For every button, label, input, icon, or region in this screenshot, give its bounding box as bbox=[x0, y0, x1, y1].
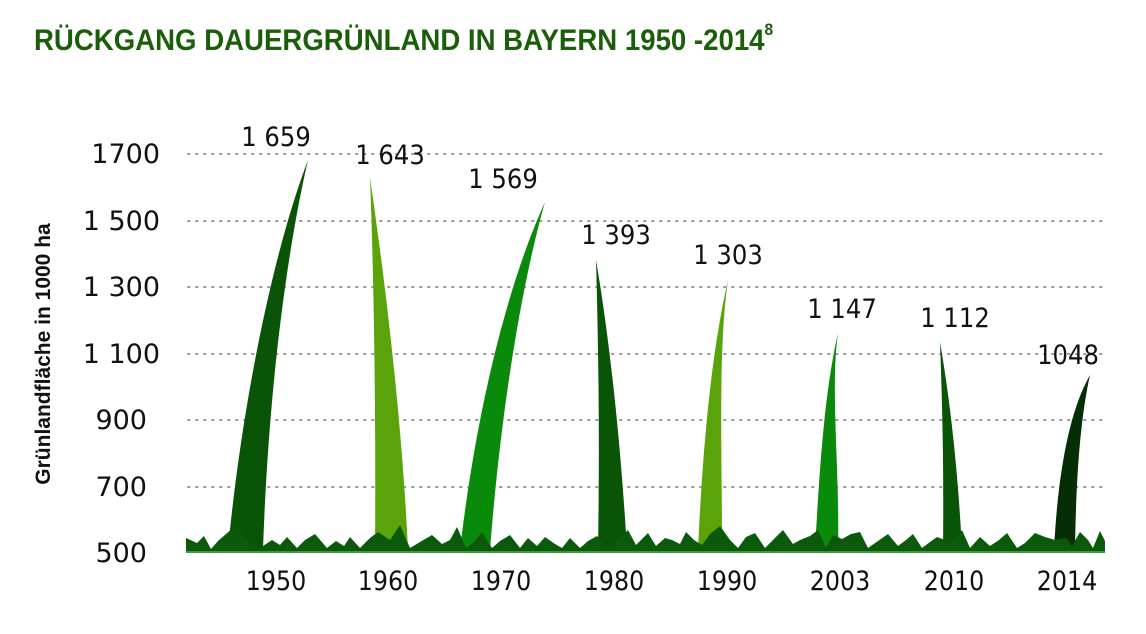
x-tick-2010: 2010 bbox=[923, 566, 985, 597]
value-label-1950: 1 659 bbox=[241, 122, 311, 153]
y-tick-1100: 1 100 bbox=[82, 339, 160, 370]
y-tick-900: 900 bbox=[95, 405, 147, 436]
x-tick-1980: 1980 bbox=[583, 566, 645, 597]
value-label-2014: 1048 bbox=[1037, 340, 1099, 371]
value-label-1980: 1 393 bbox=[581, 220, 651, 251]
x-tick-2014: 2014 bbox=[1036, 566, 1098, 597]
x-tick-1990: 1990 bbox=[696, 566, 758, 597]
blade-1970 bbox=[460, 202, 545, 550]
y-tick-700: 700 bbox=[95, 472, 147, 503]
x-tick-1970: 1970 bbox=[470, 566, 532, 597]
y-tick-500: 500 bbox=[95, 538, 147, 569]
value-label-2003: 1 147 bbox=[807, 294, 877, 325]
value-label-2010: 1 112 bbox=[920, 303, 990, 334]
y-tick-1300: 1 300 bbox=[82, 272, 160, 303]
blade-1960 bbox=[370, 178, 408, 550]
x-tick-1960: 1960 bbox=[357, 566, 419, 597]
blade-2014 bbox=[1054, 375, 1090, 550]
blade-2010 bbox=[940, 342, 962, 550]
x-tick-2003: 2003 bbox=[809, 566, 871, 597]
chart-title-text: RÜCKGANG DAUERGRÜNLAND IN BAYERN 1950 -2… bbox=[34, 24, 765, 57]
gridlines bbox=[187, 153, 1106, 488]
chart-title: RÜCKGANG DAUERGRÜNLAND IN BAYERN 1950 -2… bbox=[34, 20, 773, 58]
footnote-marker: 8 bbox=[764, 20, 774, 39]
blade-2003 bbox=[815, 333, 839, 550]
value-label-1970: 1 569 bbox=[468, 164, 538, 195]
blade-1980 bbox=[596, 260, 627, 550]
x-tick-1950: 1950 bbox=[245, 566, 307, 597]
y-tick-1500: 1 500 bbox=[82, 206, 160, 237]
blade-1990 bbox=[698, 280, 728, 550]
value-label-1990: 1 303 bbox=[693, 240, 763, 271]
blade-1950 bbox=[228, 160, 308, 550]
y-tick-1700: 1700 bbox=[91, 139, 160, 170]
grass-ground bbox=[186, 525, 1105, 553]
value-label-1960: 1 643 bbox=[355, 140, 425, 171]
